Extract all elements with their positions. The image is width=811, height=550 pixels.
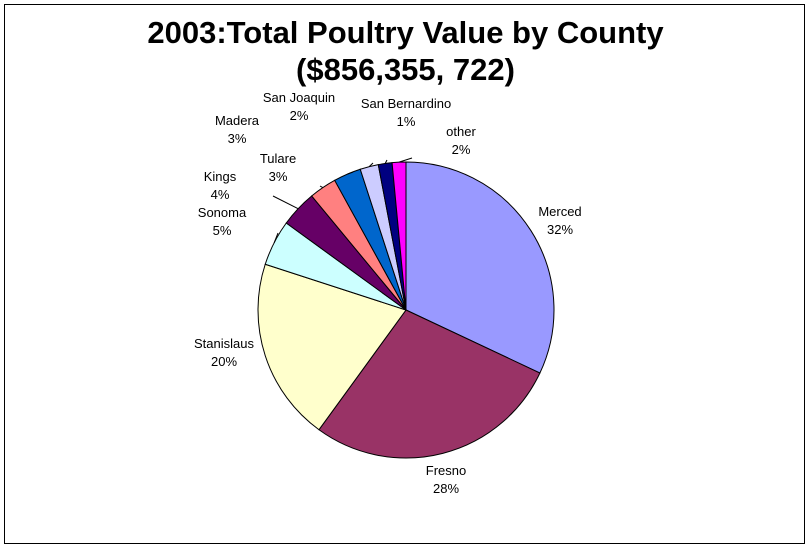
slice-percent-madera: 3% [228,131,247,146]
slice-percent-san-joaquin: 2% [290,108,309,123]
leader-line [398,157,413,163]
slice-label-tulare: Tulare [260,151,296,166]
slice-label-fresno: Fresno [426,463,466,478]
pie-slice-merced [405,161,555,374]
slice-percent-fresno: 28% [433,481,459,496]
leader-line [384,159,388,164]
slice-label-san-bernardino: San Bernardino [361,96,451,111]
pie-slice-fresno [318,309,541,459]
slice-percent-stanislaus: 20% [211,354,237,369]
slice-label-kings: Kings [204,169,237,184]
slice-percent-sonoma: 5% [213,223,232,238]
slice-label-other: other [446,124,476,139]
pie-slice-stanislaus [257,263,407,431]
slice-label-madera: Madera [215,113,260,128]
slice-percent-kings: 4% [211,187,230,202]
slice-percent-other: 2% [452,142,471,157]
slice-percent-san-bernardino: 1% [397,114,416,129]
leader-line [319,185,324,189]
slice-label-san-joaquin: San Joaquin [263,90,335,105]
chart-title-line1: 2003:Total Poultry Value by County [147,15,664,50]
leader-line [368,162,374,168]
slice-label-stanislaus: Stanislaus [194,336,254,351]
slice-label-sonoma: Sonoma [198,205,247,220]
slice-percent-merced: 32% [547,222,573,237]
chart-title: 2003:Total Poultry Value by County ($856… [0,14,811,88]
slice-percent-tulare: 3% [269,169,288,184]
leader-line [273,232,279,243]
pie-slice-other [391,161,407,311]
slice-label-merced: Merced [538,204,581,219]
leader-line [272,195,299,210]
leader-line [347,171,354,175]
chart-title-line2: ($856,355, 722) [296,52,515,87]
